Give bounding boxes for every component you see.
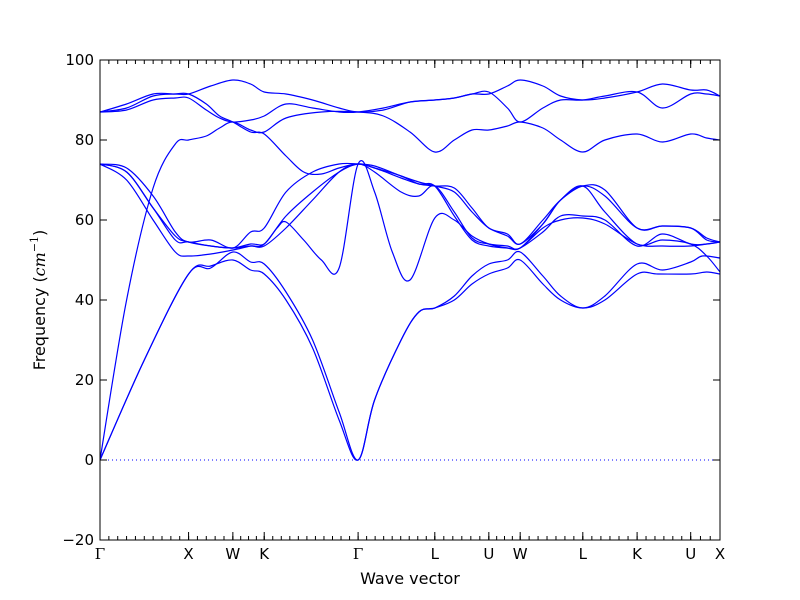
y-axis-label: Frequency (cm−1) [28, 230, 49, 371]
band-line-7 [100, 160, 720, 282]
x-tick-label: X [715, 545, 725, 563]
y-tick-label: 20 [75, 371, 94, 389]
x-axis-label: Wave vector [360, 569, 460, 588]
band-line-1 [100, 258, 720, 461]
y-axis-label-text: Frequency [30, 288, 49, 371]
band-line-3 [100, 110, 720, 461]
x-tick-label: L [579, 545, 588, 563]
y-tick-label: 100 [65, 51, 94, 69]
x-tick-label: K [632, 545, 643, 563]
y-tick-label: 80 [75, 131, 94, 149]
x-tick-label: Γ [95, 545, 105, 563]
plot-frame [99, 59, 721, 541]
y-axis-label-unit-exp: −1 [28, 236, 41, 252]
x-tick-label: U [685, 545, 696, 563]
band-line-6 [100, 162, 720, 249]
x-tick-label: L [431, 545, 440, 563]
y-tick-label: −20 [62, 531, 94, 549]
x-tick-label: K [259, 545, 270, 563]
x-tick-label: W [225, 545, 240, 563]
band-line-10 [100, 79, 720, 113]
x-tick-label: U [483, 545, 494, 563]
band-line-8 [100, 92, 720, 245]
x-tick-label: Γ [353, 545, 363, 563]
x-tick-label: W [513, 545, 528, 563]
band-line-2 [100, 250, 720, 461]
y-tick-label: 0 [84, 451, 94, 469]
y-axis-label-unit: cm [30, 252, 49, 276]
x-tick-label: X [183, 545, 193, 563]
y-tick-label: 60 [75, 211, 94, 229]
y-tick-label: 40 [75, 291, 94, 309]
